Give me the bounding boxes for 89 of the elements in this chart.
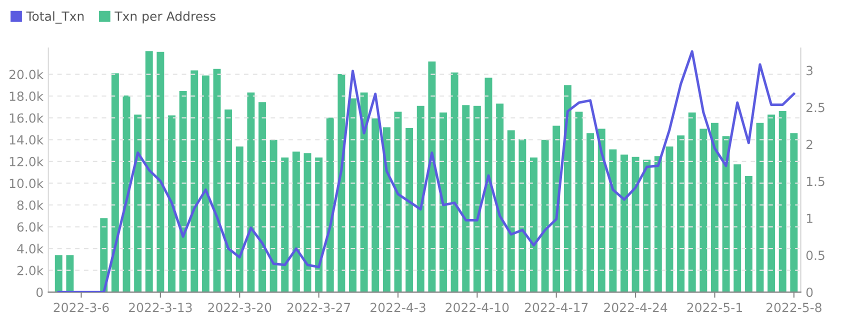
y2-tick-label: 2 — [806, 140, 812, 150]
bar — [440, 112, 447, 292]
y-tick-label: 8.0k — [17, 200, 44, 210]
bar — [360, 92, 368, 292]
y-tick-label: 4.0k — [17, 244, 44, 254]
bar — [258, 102, 266, 292]
bar — [372, 118, 380, 292]
bar — [100, 218, 108, 292]
bar — [710, 122, 718, 292]
bar — [790, 133, 798, 292]
bar — [326, 118, 334, 292]
bar — [654, 156, 662, 292]
y-tick-label: 0 — [36, 288, 43, 298]
bar — [518, 139, 526, 292]
bar — [620, 154, 628, 292]
bar — [564, 85, 572, 292]
bar — [666, 146, 674, 292]
bar — [168, 115, 176, 292]
bar — [450, 72, 458, 292]
y-tick-label: 20.0k — [9, 70, 44, 80]
bar — [382, 127, 390, 292]
bar — [507, 130, 515, 292]
y-tick-label: 14.0k — [10, 134, 44, 145]
bar — [111, 73, 119, 292]
bar — [190, 70, 198, 292]
x-tick-label: 2022-3-6 — [54, 302, 109, 312]
bar — [179, 91, 187, 292]
y2-tick-label: 1.5 — [806, 176, 824, 186]
y-tick-label: 2.0k — [17, 266, 44, 276]
bar — [145, 51, 153, 292]
bar — [586, 133, 594, 292]
line-series — [57, 50, 796, 292]
bar — [744, 176, 752, 292]
bar — [236, 146, 244, 292]
x-tick-label: 2022-3-13 — [129, 302, 192, 312]
y2-tick-label: 3 — [806, 66, 813, 76]
bar — [462, 105, 470, 292]
legend-label: Txn per Address — [114, 11, 216, 24]
bar — [575, 112, 583, 292]
bar — [734, 164, 742, 292]
bar — [632, 156, 640, 292]
y-tick-label: 16.0k — [10, 113, 44, 123]
bar — [688, 112, 696, 292]
x-tick-label: 2022-5-1 — [687, 302, 742, 312]
bar — [270, 140, 278, 292]
legend-label: Total_Txn — [26, 11, 84, 24]
bar — [541, 140, 549, 292]
bar — [473, 106, 481, 292]
x-tick-label: 2022-4-3 — [370, 302, 426, 312]
bar — [722, 136, 730, 292]
x-tick-label: 2022-4-17 — [524, 302, 588, 312]
bar — [349, 98, 356, 292]
bar — [768, 114, 776, 292]
bar — [643, 160, 651, 292]
bar — [530, 158, 538, 292]
y2-tick-label: 1 — [806, 214, 812, 223]
bar — [134, 114, 142, 292]
bar — [700, 128, 708, 292]
bar — [406, 128, 414, 292]
y2-tick-label: 2.5 — [806, 102, 824, 112]
x-tick-label: 2022-4-10 — [446, 302, 509, 312]
bar — [315, 158, 323, 292]
y-tick-label: 18.0k — [10, 91, 44, 101]
bar — [598, 128, 606, 292]
y-tick-label: 6.0k — [17, 222, 44, 232]
bar — [224, 110, 232, 292]
bar — [247, 92, 255, 292]
y2-tick-label: 0 — [806, 288, 813, 298]
bar — [292, 152, 300, 292]
x-tick-label: 2022-3-27 — [287, 302, 350, 312]
bar — [609, 149, 617, 292]
x-tick-label: 2022-5-8 — [766, 302, 822, 312]
bar — [66, 255, 74, 292]
bar — [778, 110, 786, 292]
bar — [281, 158, 289, 292]
bar — [677, 135, 685, 292]
x-tick-label: 2022-4-24 — [604, 302, 668, 312]
bar — [202, 76, 210, 292]
bar — [428, 61, 436, 292]
bar — [54, 255, 62, 292]
bar — [756, 122, 764, 292]
bar — [496, 104, 504, 292]
y-tick-label: 12.0k — [10, 156, 44, 166]
y2-tick-label: 0.5 — [806, 250, 824, 260]
bar — [416, 106, 424, 292]
bar — [156, 52, 164, 292]
y-tick-label: 10.0k — [10, 178, 44, 188]
x-tick-label: 2022-3-20 — [208, 302, 272, 312]
bar — [338, 74, 346, 292]
